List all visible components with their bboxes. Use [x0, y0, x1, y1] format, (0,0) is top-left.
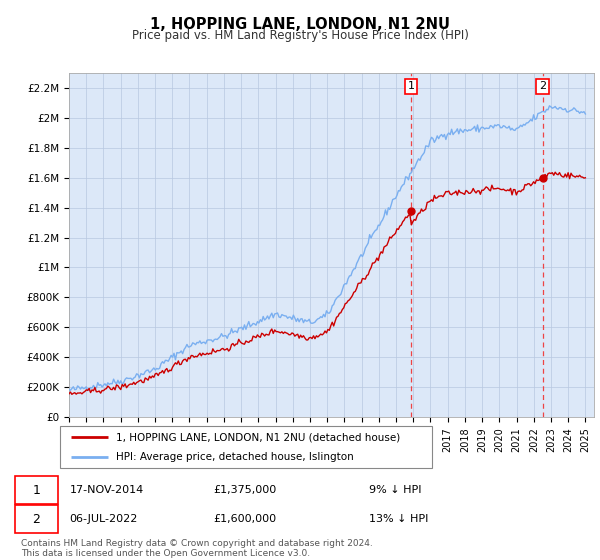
Text: 1, HOPPING LANE, LONDON, N1 2NU: 1, HOPPING LANE, LONDON, N1 2NU	[150, 17, 450, 31]
Text: 2: 2	[32, 512, 40, 525]
Text: HPI: Average price, detached house, Islington: HPI: Average price, detached house, Isli…	[116, 452, 353, 462]
Text: Contains HM Land Registry data © Crown copyright and database right 2024.
This d: Contains HM Land Registry data © Crown c…	[20, 539, 373, 558]
Text: 06-JUL-2022: 06-JUL-2022	[70, 514, 138, 524]
Text: £1,375,000: £1,375,000	[214, 486, 277, 496]
Text: 2: 2	[539, 81, 546, 91]
FancyBboxPatch shape	[15, 477, 58, 504]
Text: Price paid vs. HM Land Registry's House Price Index (HPI): Price paid vs. HM Land Registry's House …	[131, 29, 469, 42]
Text: 1, HOPPING LANE, LONDON, N1 2NU (detached house): 1, HOPPING LANE, LONDON, N1 2NU (detache…	[116, 432, 400, 442]
Text: 1: 1	[407, 81, 415, 91]
Text: 1: 1	[32, 484, 40, 497]
Text: £1,600,000: £1,600,000	[214, 514, 277, 524]
Text: 17-NOV-2014: 17-NOV-2014	[70, 486, 144, 496]
Text: 9% ↓ HPI: 9% ↓ HPI	[369, 486, 422, 496]
FancyBboxPatch shape	[60, 426, 432, 468]
Text: 13% ↓ HPI: 13% ↓ HPI	[369, 514, 428, 524]
FancyBboxPatch shape	[15, 505, 58, 533]
